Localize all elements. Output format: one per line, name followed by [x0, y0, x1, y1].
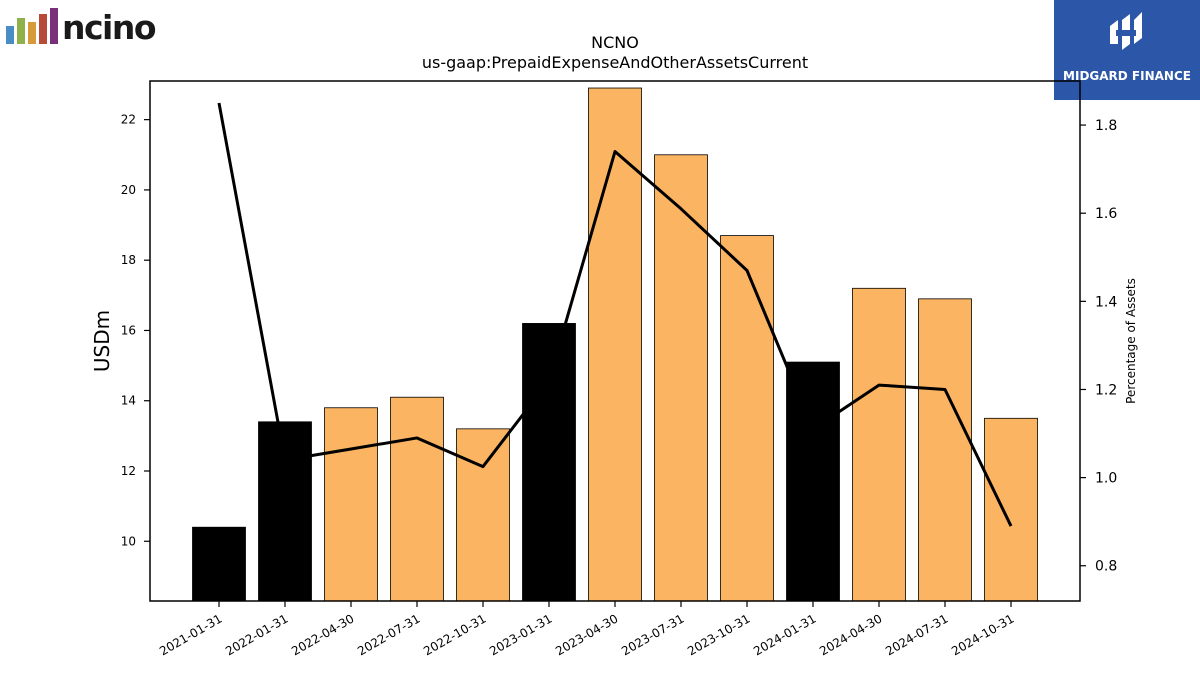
bar-2024-01-31 — [786, 361, 840, 602]
bars-layer — [192, 87, 1038, 602]
x-tick-label: 2023-10-31 — [685, 611, 752, 658]
y2-tick-label: 1.0 — [1095, 471, 1117, 487]
bar-2022-07-31 — [390, 396, 444, 602]
right-axis: 0.8 1.0 1.2 1.4 1.6 1.8 — [1080, 118, 1117, 575]
x-tick-label: 2023-01-31 — [487, 611, 554, 658]
x-tick-label: 2023-07-31 — [619, 611, 686, 658]
y-tick-label: 10 — [121, 534, 136, 548]
bar-2024-10-31 — [984, 417, 1038, 602]
bar-2024-04-30 — [852, 287, 906, 602]
bar-2023-04-30 — [588, 87, 642, 602]
bar-2022-10-31 — [456, 428, 510, 602]
left-axis: 10 12 14 16 18 20 22 — [121, 113, 150, 548]
x-tick-label: 2021-01-31 — [157, 611, 224, 658]
midgard-emblem-icon — [1110, 12, 1142, 50]
brand-name: MIDGARD FINANCE — [1063, 69, 1191, 83]
y-tick-label: 12 — [121, 464, 136, 478]
logo-bars-icon — [6, 8, 58, 44]
y-tick-label: 14 — [121, 394, 136, 408]
x-axis: 2021-01-312022-01-312022-04-302022-07-31… — [157, 601, 1017, 658]
midgard-finance-logo: MIDGARD FINANCE — [1054, 0, 1200, 100]
bar-2023-10-31 — [720, 235, 774, 602]
y2-tick-label: 1.8 — [1095, 118, 1117, 134]
logo-bar — [50, 8, 58, 44]
logo-bar — [28, 22, 36, 44]
logo-bar — [6, 26, 14, 44]
x-tick-label: 2022-04-30 — [289, 611, 356, 658]
bar-2023-07-31 — [654, 154, 708, 602]
percentage-of-assets-line — [217, 102, 1013, 527]
x-tick-label: 2022-01-31 — [223, 611, 290, 658]
ncino-logo: ncino — [6, 6, 166, 47]
y-tick-label: 16 — [121, 323, 136, 337]
y-tick-label: 18 — [121, 253, 136, 267]
chart-subtitle: us-gaap:PrepaidExpenseAndOtherAssetsCurr… — [422, 53, 808, 72]
y-tick-label: 20 — [121, 183, 136, 197]
y2-tick-label: 1.6 — [1095, 206, 1117, 222]
y2-axis-label: Percentage of Assets — [1124, 278, 1138, 404]
x-tick-label: 2024-10-31 — [949, 611, 1016, 658]
chart-title: NCNO — [591, 33, 639, 52]
x-tick-label: 2022-07-31 — [355, 611, 422, 658]
x-tick-label: 2024-01-31 — [751, 611, 818, 658]
logo-bar — [17, 18, 25, 44]
bar-2023-01-31 — [522, 323, 576, 602]
line-layer — [217, 102, 1013, 527]
x-tick-label: 2024-07-31 — [883, 611, 950, 658]
logo-bar — [39, 14, 47, 44]
bar-2021-01-31 — [192, 526, 246, 602]
y2-tick-label: 1.4 — [1095, 294, 1117, 310]
bar-2024-07-31 — [918, 298, 972, 602]
y2-tick-label: 1.2 — [1095, 382, 1117, 398]
y2-tick-label: 0.8 — [1095, 559, 1117, 575]
logo-text: ncino — [62, 8, 157, 47]
bar-2022-01-31 — [258, 421, 312, 602]
bar-2022-04-30 — [324, 407, 378, 602]
y-axis-label: USDm — [90, 310, 114, 372]
y-tick-label: 22 — [121, 113, 136, 127]
x-tick-label: 2023-04-30 — [553, 611, 620, 658]
x-tick-label: 2024-04-30 — [817, 611, 884, 658]
x-tick-label: 2022-10-31 — [421, 611, 488, 658]
